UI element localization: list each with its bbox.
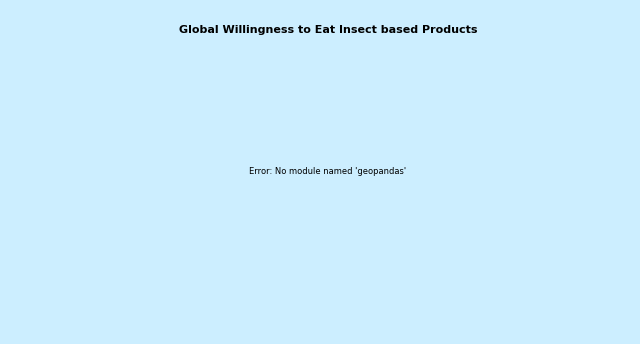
Text: Error: No module named 'geopandas': Error: No module named 'geopandas' xyxy=(250,167,406,176)
Title: Global Willingness to Eat Insect based Products: Global Willingness to Eat Insect based P… xyxy=(179,25,477,35)
